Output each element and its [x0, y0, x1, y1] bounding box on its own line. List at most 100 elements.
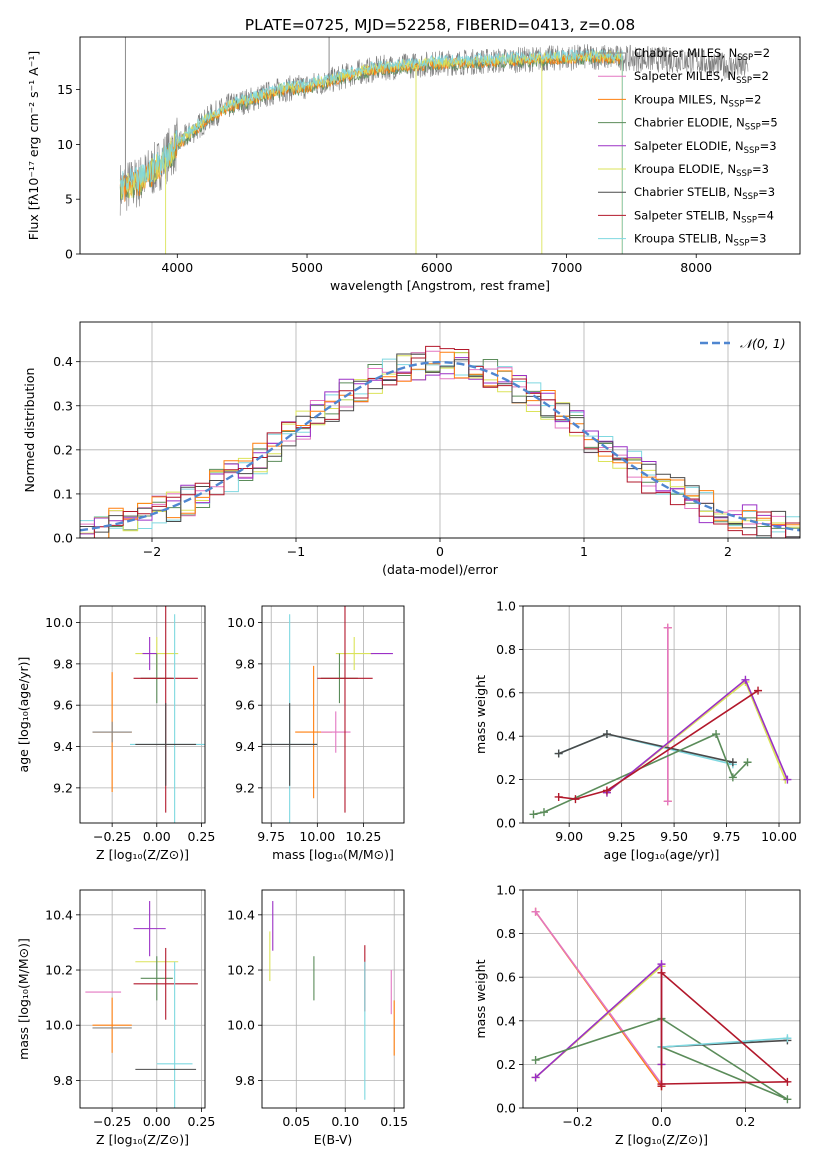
y-tick-label: 0.2	[496, 1057, 516, 1072]
y-tick-label: 9.8	[235, 656, 255, 671]
weight-marker	[657, 968, 666, 977]
axes-frame	[522, 889, 801, 1109]
weight-marker	[783, 775, 792, 784]
x-tick-label: 0	[436, 544, 444, 559]
normal-curve	[80, 360, 800, 532]
y-tick-label: 9.2	[235, 780, 255, 795]
x-tick-label: 0.00	[143, 829, 171, 844]
x-tick-label: 1	[580, 544, 588, 559]
y-tick-label: 9.8	[53, 656, 73, 671]
axes-frame	[79, 889, 206, 1109]
x-tick-label: 10.00	[299, 829, 335, 844]
y-tick-label: 10.0	[45, 615, 73, 630]
weight-marker	[783, 1095, 792, 1104]
plot-area	[529, 623, 792, 819]
weight-line-kroupa-stelib	[661, 1037, 788, 1048]
legend-entry: Kroupa ELODIE, NSSP=3	[634, 162, 769, 179]
legend-entry: Salpeter MILES, NSSP=2	[634, 69, 769, 86]
y-tick-label: 10.2	[45, 963, 73, 978]
weight-marker	[539, 808, 548, 817]
grid	[262, 890, 404, 1108]
y-tick-label: 10.4	[227, 907, 255, 922]
axes-frame	[79, 605, 206, 824]
y-tick-label: 9.6	[235, 698, 255, 713]
x-tick-label: 9.75	[713, 829, 741, 844]
y-tick-label: 0.0	[496, 816, 516, 831]
x-tick-label: 6000	[421, 260, 453, 275]
y-tick-label: 10.2	[227, 963, 255, 978]
plot-area	[262, 606, 393, 823]
y-tick-label: 9.4	[235, 739, 255, 754]
x-axis-label: wavelength [Angstrom, rest frame]	[330, 278, 550, 293]
weight-marker	[531, 1056, 540, 1065]
model-spectrum-kroupa-miles	[119, 52, 623, 254]
x-tick-label: 7000	[551, 260, 583, 275]
y-tick-label: 9.4	[53, 739, 73, 754]
x-tick-label: 0.10	[331, 1114, 359, 1129]
x-tick-label: 5000	[291, 260, 323, 275]
legend-entry: Chabrier ELODIE, NSSP=5	[634, 116, 778, 133]
weight-marker	[531, 1073, 540, 1082]
axes-frame	[79, 321, 801, 539]
y-tick-label: 10.0	[227, 1018, 255, 1033]
weight-marker	[531, 907, 540, 916]
weight-marker	[712, 730, 721, 739]
y-tick-label: 0.4	[53, 354, 73, 369]
x-tick-label: 0.2	[735, 1114, 755, 1129]
legend: Chabrier MILES, NSSP=2 Salpeter MILES, NS…	[598, 46, 778, 249]
weight-marker	[529, 810, 538, 819]
y-tick-label: 9.8	[235, 1073, 255, 1088]
y-axis-label: Flux [fλ10⁻¹⁷ erg cm⁻² s⁻¹ A⁻¹]	[26, 51, 41, 240]
weight-marker	[657, 1080, 666, 1089]
grid	[80, 890, 205, 1108]
y-tick-label: 1.0	[496, 883, 516, 898]
y-tick-label: 0	[65, 247, 73, 262]
y-axis-label: age [log₁₀(age/yr)]	[16, 657, 31, 773]
y-tick-label: 15	[57, 82, 73, 97]
plot-area	[531, 907, 792, 1104]
weight-marker	[783, 1034, 792, 1043]
panel-mass-age: 9.75 10.00 10.25 9.2 9.4 9.6 9.8 10.0 mass [log₁…	[227, 605, 405, 862]
y-tick-label: 9.2	[53, 780, 73, 795]
y-tick-label: 0.8	[496, 642, 516, 657]
y-tick-label: 0.6	[496, 685, 516, 700]
legend-entry: 𝒩(0, 1)	[740, 336, 786, 351]
panel-z-weight: −0.2 0.0 0.2 0.0 0.2 0.4 0.6 0.8 1.0 Z [log₁₀(Z/Z…	[473, 883, 801, 1147]
legend-entry: Chabrier STELIB, NSSP=3	[634, 185, 775, 202]
weight-marker	[602, 730, 611, 739]
y-tick-label: 0.2	[496, 772, 516, 787]
y-tick-label: 10.0	[45, 1018, 73, 1033]
y-tick-label: 0.2	[53, 442, 73, 457]
x-tick-label: −2	[143, 544, 161, 559]
y-tick-label: 0.3	[53, 398, 73, 413]
panel-residuals: −2 −1 0 1 2 0.0 0.1 0.2 0.3 0.4 (data-model)/error…	[22, 321, 801, 577]
x-tick-label: −0.2	[562, 1114, 592, 1129]
x-tick-label: 8000	[680, 260, 712, 275]
plot-area	[92, 606, 205, 823]
x-axis-label: Z [log₁₀(Z/Z⊙)]	[615, 1132, 708, 1147]
model-spectrum-chabrier-elodie	[119, 53, 623, 254]
weight-marker	[571, 795, 580, 804]
y-tick-label: 0.8	[496, 926, 516, 941]
x-tick-label: 10.00	[761, 829, 797, 844]
x-tick-label: 0.05	[282, 1114, 310, 1129]
panel-age-weight: 9.00 9.25 9.50 9.75 10.00 0.0 0.2 0.4 0.6 0.8 1.0 a…	[473, 599, 801, 862]
x-axis-label: age [log₁₀(age/yr)]	[604, 847, 720, 862]
legend-entry: Kroupa STELIB, NSSP=3	[634, 232, 766, 249]
y-tick-label: 10.0	[227, 615, 255, 630]
weight-line-chabrier-elodie	[535, 1017, 788, 1101]
y-axis-label: mass weight	[473, 675, 488, 754]
data-spectrum	[119, 44, 749, 216]
legend-entry: Salpeter ELODIE, NSSP=3	[634, 139, 777, 156]
y-axis-label: mass [log₁₀(M/M⊙)]	[16, 938, 31, 1060]
x-axis-label: (data-model)/error	[382, 562, 499, 577]
x-tick-label: 4000	[161, 260, 193, 275]
x-tick-label: 9.00	[555, 829, 583, 844]
x-tick-label: 9.25	[608, 829, 636, 844]
weight-marker	[754, 686, 763, 695]
histogram-chabrier-stelib	[80, 353, 800, 538]
histogram-salpeter-stelib	[80, 345, 800, 538]
weight-line-chabrier-elodie	[533, 732, 749, 816]
y-tick-label: 0.4	[496, 729, 516, 744]
